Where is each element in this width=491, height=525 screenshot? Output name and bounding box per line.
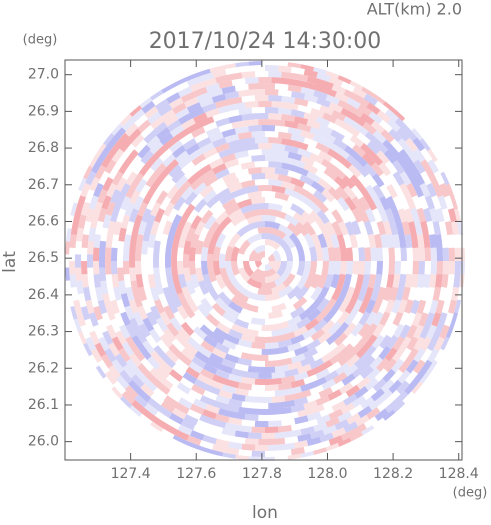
y-tick-label: 26.8 bbox=[28, 140, 59, 156]
y-tick-label: 26.9 bbox=[28, 103, 59, 119]
plot-frame bbox=[64, 59, 463, 461]
x-unit: (deg) bbox=[453, 486, 488, 501]
y-tick-label: 27.0 bbox=[28, 67, 59, 83]
x-axis-label: lon bbox=[252, 503, 278, 521]
y-tick-label: 26.4 bbox=[28, 287, 59, 303]
chart-title: 2017/10/24 14:30:00 bbox=[149, 29, 382, 54]
y-tick-label: 26.6 bbox=[28, 213, 59, 229]
y-tick-label: 26.2 bbox=[28, 360, 59, 376]
radar-cells bbox=[70, 61, 462, 459]
y-tick-label: 26.7 bbox=[28, 177, 59, 193]
radar-texture bbox=[65, 61, 466, 462]
x-tick-label: 127.8 bbox=[242, 466, 282, 482]
radar-cells bbox=[65, 61, 458, 457]
x-tick-label: 127.4 bbox=[111, 466, 151, 482]
y-tick-label: 26.5 bbox=[28, 250, 59, 266]
y-tick-label: 26.1 bbox=[28, 397, 59, 413]
x-tick-label: 127.6 bbox=[176, 466, 216, 482]
altitude-label: ALT(km) 2.0 bbox=[367, 0, 462, 19]
y-tick-label: 26.3 bbox=[28, 324, 59, 340]
radar-cells bbox=[70, 64, 457, 447]
radar-cells bbox=[66, 65, 466, 462]
y-tick-label: 26.0 bbox=[28, 434, 59, 450]
x-tick-label: 128.2 bbox=[373, 466, 413, 482]
y-unit: (deg) bbox=[23, 33, 58, 48]
x-tick-label: 128.4 bbox=[439, 466, 479, 482]
radar-cells bbox=[65, 62, 458, 456]
y-axis-label: lat bbox=[0, 251, 20, 273]
x-tick-label: 128.0 bbox=[307, 466, 347, 482]
